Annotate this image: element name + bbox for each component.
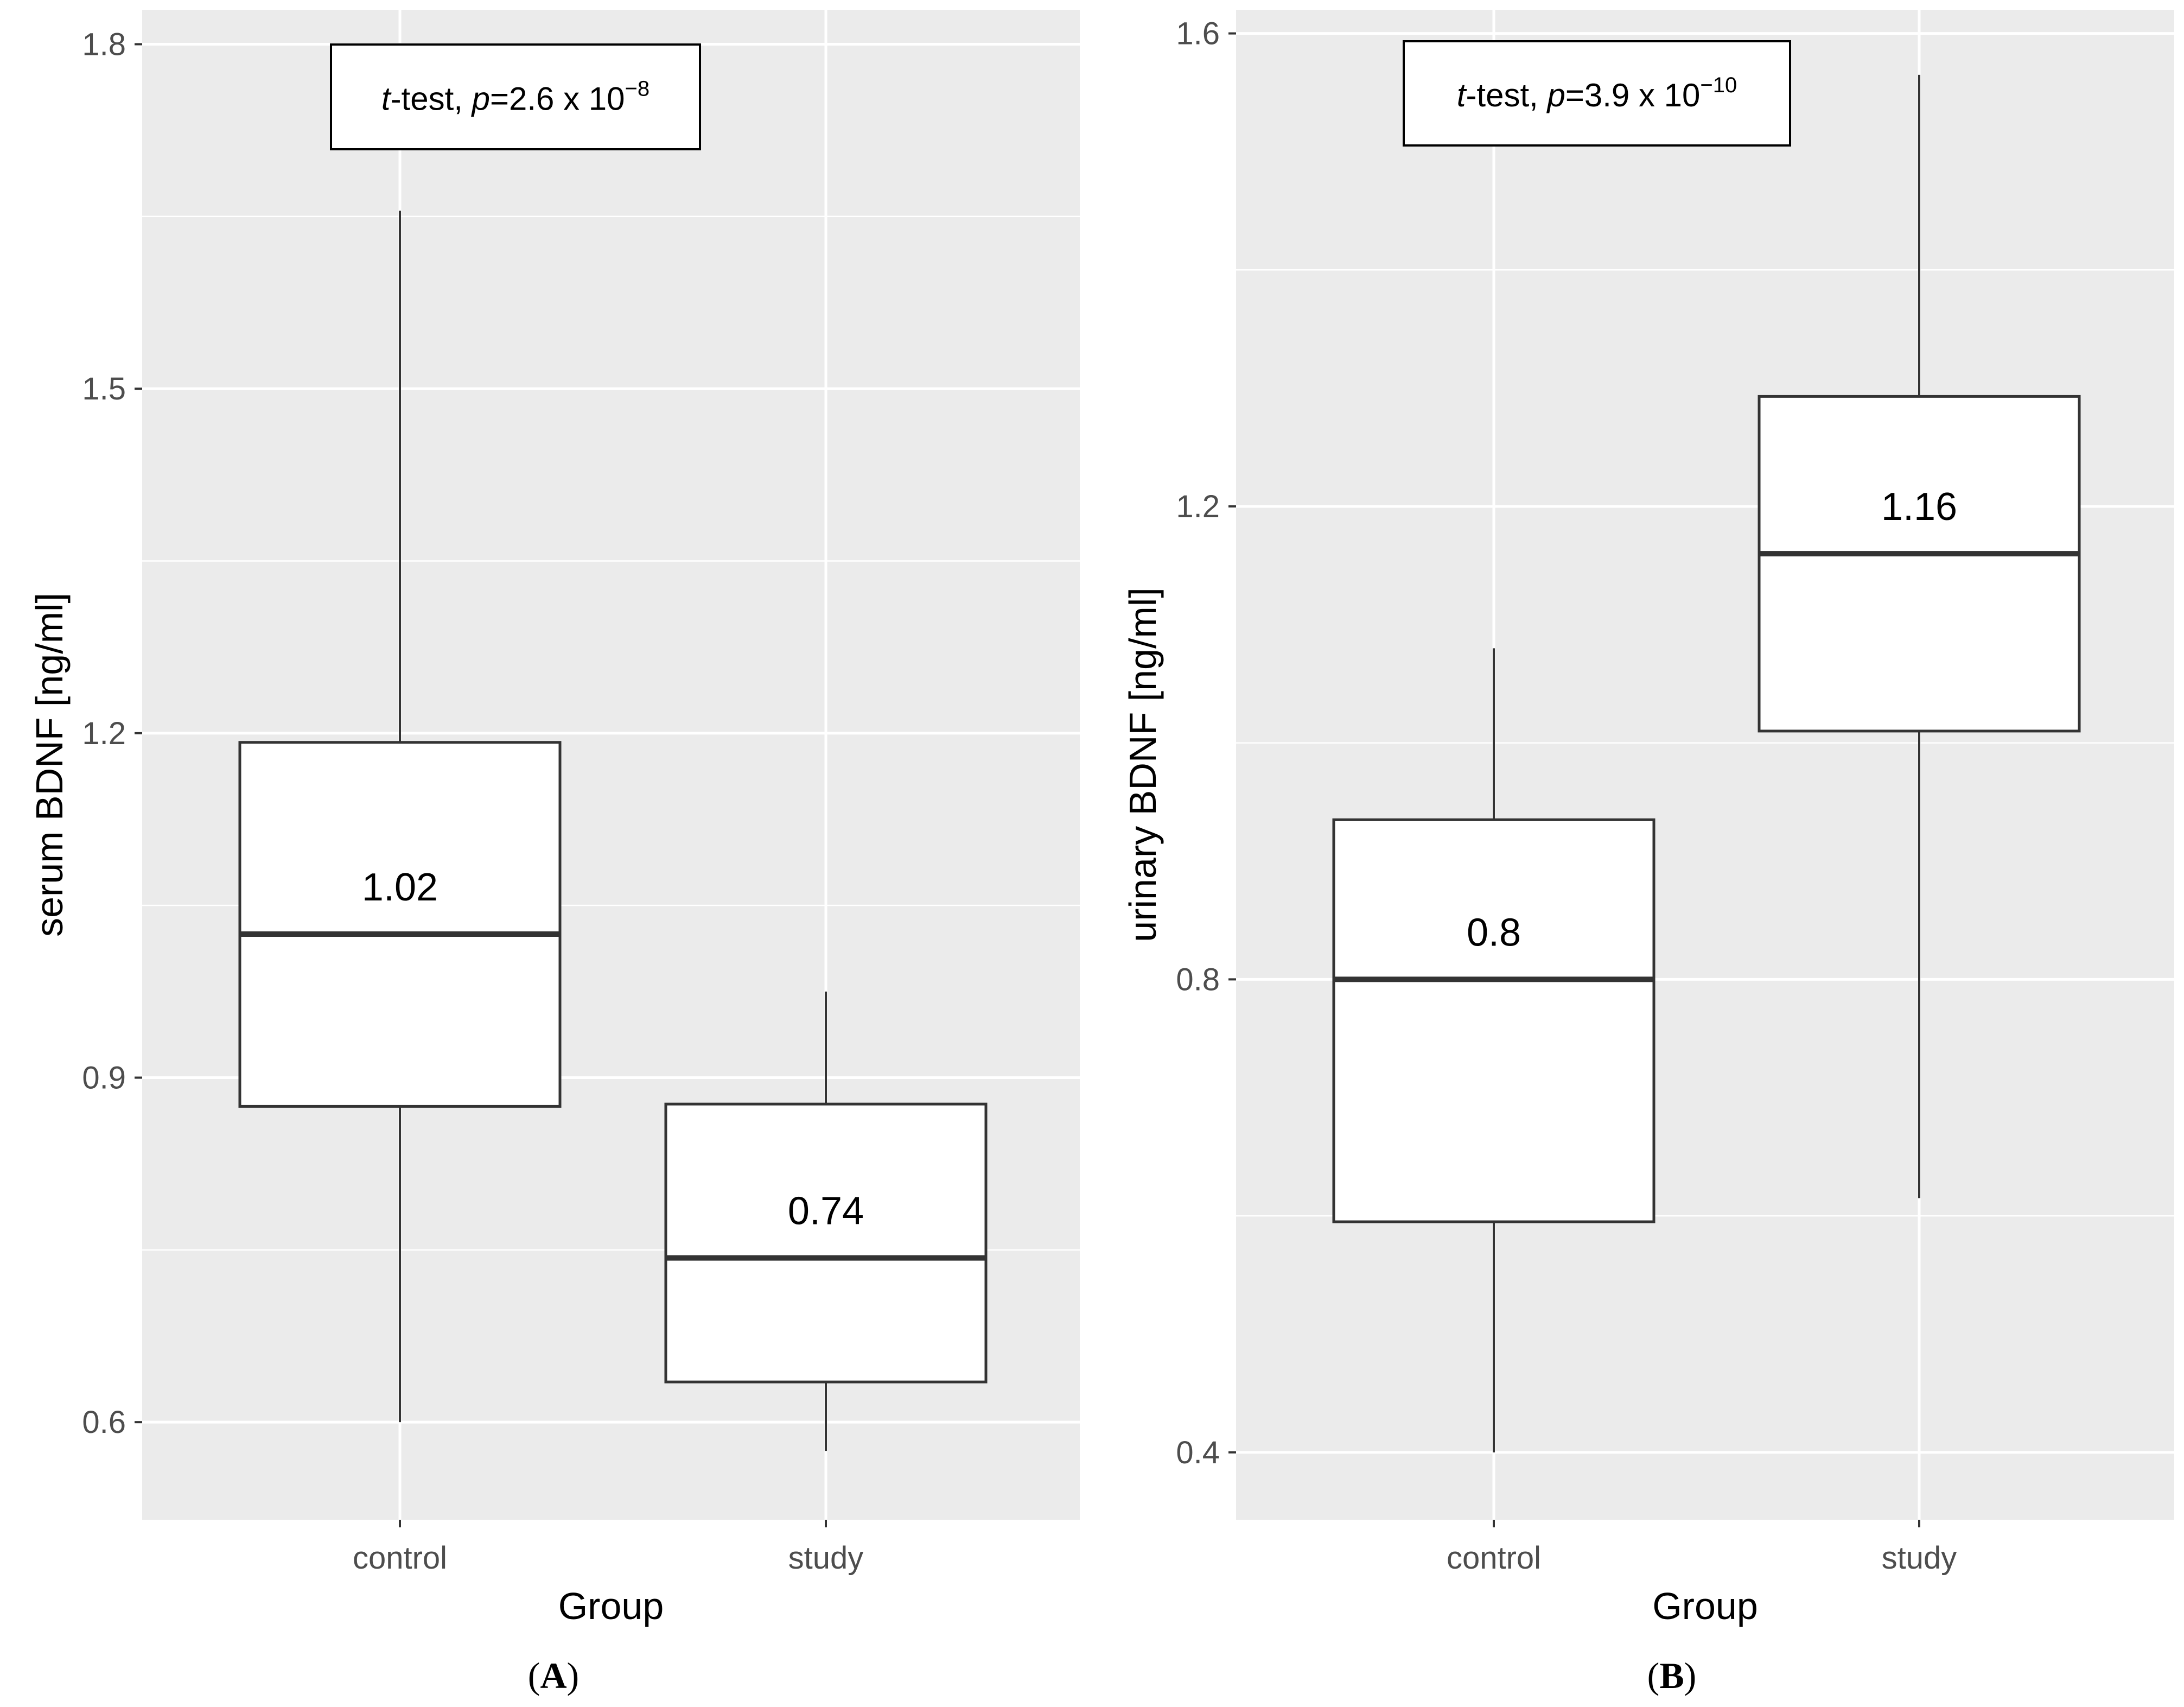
- panel-b: 0.4 0.8 1.2 1.6 control study 0.8 1.16 Group urin…: [1122, 10, 2174, 1696]
- panel-a-x-tick-label-study: study: [788, 1540, 864, 1576]
- panel-a-annotation-part: -test,: [391, 81, 472, 117]
- panel-b-annotation-frame: [1403, 40, 1791, 147]
- panel-b-annotation-part: t: [1457, 77, 1467, 113]
- panel-b-y-tick-label: 0.4: [1176, 1435, 1220, 1470]
- panel-b-panel-letter: (B): [1647, 1655, 1697, 1696]
- panel-a-annotation-part: =2.6 x 10: [490, 81, 625, 117]
- panel-b-annotation-part: -test,: [1466, 77, 1547, 113]
- panel-a-y-tick-label: 1.8: [82, 27, 126, 62]
- panel-b-annotation-part: =3.9 x 10: [1565, 77, 1701, 113]
- panel-b-annotation-text: t-test, p=3.9 x 10−10: [1457, 73, 1737, 113]
- panel-b-annotation-part: p: [1546, 77, 1565, 113]
- panel-b-y-axis-title: urinary BDNF [ng/ml]: [1122, 587, 1164, 942]
- panel-a-stats-annotation: t-test, p=2.6 x 10−8: [330, 43, 701, 150]
- panel-b-panel-letter-char: B: [1659, 1655, 1684, 1696]
- panel-b-x-tick-label-control: control: [1447, 1540, 1541, 1576]
- panel-b-iqr-box-study: [1758, 395, 2081, 733]
- panel-a-median-label-study: 0.74: [788, 1190, 864, 1233]
- panel-a-y-tick-label: 1.2: [82, 716, 126, 751]
- panel-b-y-tick-label: 1.6: [1176, 16, 1220, 52]
- panel-a-annotation-part: t: [381, 81, 392, 117]
- panel-a-iqr-box-study: [664, 1102, 988, 1384]
- panel-a-panel-letter: (A): [528, 1655, 579, 1696]
- panel-a-annotation-text: t-test, p=2.6 x 10−8: [381, 77, 650, 117]
- panel-b-stats-annotation: t-test, p=3.9 x 10−10: [1403, 40, 1791, 147]
- panel-a-y-axis-title: serum BDNF [ng/ml]: [28, 593, 71, 937]
- panel-a-annotation-part: p: [471, 81, 490, 117]
- panel-b-y-tick-label: 1.2: [1176, 489, 1220, 524]
- panel-a: 0.6 0.9 1.2 1.5 1.8 control study 1.02 0.74 Group…: [28, 10, 1080, 1696]
- panel-a-annotation-part: −8: [625, 77, 650, 101]
- panel-b-box-study: 1.16: [1758, 74, 2081, 1198]
- panel-a-median-label-control: 1.02: [362, 866, 438, 909]
- panel-a-panel-letter-char: A: [540, 1655, 566, 1696]
- panel-b-x-axis-title: Group: [1652, 1585, 1758, 1627]
- panel-b-y-tick-label: 0.8: [1176, 962, 1220, 997]
- panel-b-background: [1236, 10, 2174, 1520]
- panel-a-y-tick-label: 0.6: [82, 1405, 126, 1440]
- panel-a-annotation-frame: [330, 43, 701, 150]
- panel-b-median-label-control: 0.8: [1467, 911, 1521, 954]
- panel-a-iqr-box-control: [238, 741, 562, 1108]
- panel-a-y-tick-label: 1.5: [82, 371, 126, 407]
- panel-b-median-label-study: 1.16: [1881, 485, 1957, 529]
- panel-b-annotation-part: −10: [1700, 73, 1737, 97]
- panel-a-x-axis-title: Group: [558, 1585, 664, 1627]
- panel-b-x-tick-label-study: study: [1882, 1540, 1957, 1576]
- panel-a-x-tick-label-control: control: [353, 1540, 447, 1576]
- panel-a-box-study: 0.74: [664, 991, 988, 1451]
- panel-a-box-control: 1.02: [238, 211, 562, 1423]
- panel-a-y-tick-label: 0.9: [82, 1060, 126, 1095]
- panel-b-box-control: 0.8: [1332, 648, 1655, 1452]
- panel-b-iqr-box-control: [1332, 818, 1655, 1223]
